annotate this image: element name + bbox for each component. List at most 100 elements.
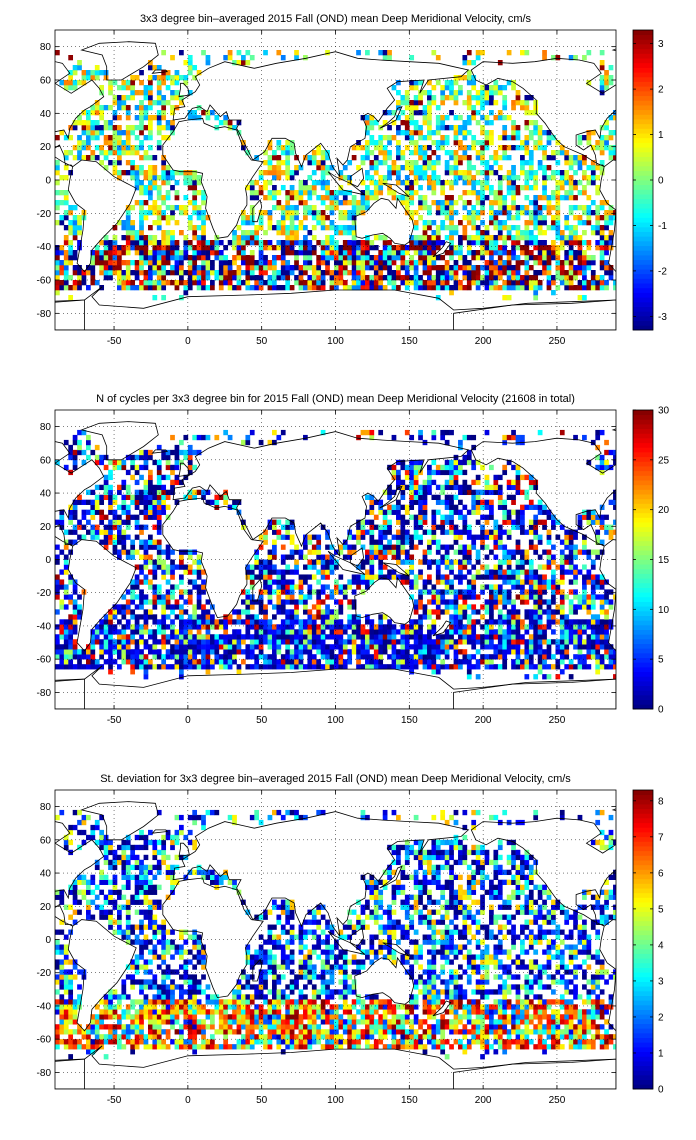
data-cell (484, 564, 490, 570)
data-cell (524, 280, 530, 286)
data-cell (161, 604, 167, 610)
data-cell (316, 544, 322, 550)
data-cell (391, 190, 397, 196)
data-cell (502, 235, 508, 241)
data-cell (125, 654, 131, 660)
data-cell (568, 609, 574, 615)
data-cell (112, 225, 118, 231)
data-cell (187, 245, 193, 251)
data-cell (599, 245, 605, 251)
data-cell (347, 584, 353, 590)
data-cell (378, 275, 384, 281)
data-cell (444, 200, 450, 206)
data-cell (365, 614, 370, 620)
data-cell (289, 659, 295, 665)
data-cell (524, 250, 530, 256)
data-cell (307, 564, 313, 570)
data-cell (427, 609, 432, 615)
data-cell (192, 614, 198, 620)
data-cell (125, 245, 131, 251)
data-cell (365, 170, 370, 176)
data-cell (90, 659, 96, 665)
data-cell (294, 250, 299, 256)
data-cell (55, 170, 60, 176)
data-cell (493, 589, 499, 595)
data-cell (77, 230, 82, 236)
data-cell (139, 230, 144, 236)
data-cell (139, 225, 144, 231)
data-cell (458, 639, 463, 645)
data-cell (285, 210, 291, 216)
data-cell (444, 549, 450, 555)
data-cell (400, 649, 406, 655)
data-cell (520, 554, 525, 560)
data-cell (125, 115, 131, 121)
data-cell (99, 639, 105, 645)
data-cell (365, 175, 370, 181)
data-cell (599, 609, 605, 615)
data-cell (245, 609, 251, 615)
data-cell (139, 280, 144, 286)
data-cell (214, 654, 220, 660)
data-cell (506, 275, 512, 281)
data-cell (497, 584, 503, 590)
data-cell (320, 589, 326, 595)
data-cell (573, 624, 578, 630)
data-cell (121, 659, 127, 665)
data-cell (134, 115, 140, 121)
data-cell (161, 614, 167, 620)
data-cell (152, 649, 158, 655)
data-cell (55, 639, 60, 645)
data-cell (604, 609, 609, 615)
data-cell (462, 265, 468, 271)
data-cell (174, 180, 180, 186)
data-cell (218, 275, 224, 281)
data-cell (595, 275, 601, 281)
data-cell (396, 155, 401, 161)
data-cell (427, 185, 432, 191)
data-cell (489, 255, 494, 261)
data-cell (511, 554, 516, 560)
data-cell (183, 624, 189, 630)
data-cell (373, 659, 379, 665)
data-cell (546, 140, 552, 146)
data-cell (431, 220, 437, 226)
data-cell (559, 609, 565, 615)
data-cell (435, 200, 441, 206)
data-cell (156, 619, 162, 625)
data-cell (187, 180, 193, 186)
data-cell (311, 549, 317, 555)
data-cell (272, 624, 277, 630)
data-cell (582, 629, 587, 635)
data-cell (272, 280, 277, 286)
data-cell (418, 110, 423, 116)
data-cell (356, 644, 361, 650)
data-cell (365, 584, 370, 590)
data-cell (179, 549, 184, 555)
data-cell (121, 649, 127, 655)
data-cell (338, 639, 344, 645)
data-cell (475, 195, 481, 201)
data-cell (165, 240, 171, 246)
data-cell (497, 195, 503, 201)
data-cell (103, 649, 109, 655)
data-cell (444, 95, 450, 101)
data-cell (139, 250, 144, 256)
data-cell (294, 265, 299, 271)
data-cell (524, 245, 530, 251)
data-cell (77, 245, 82, 251)
data-cell (152, 255, 158, 261)
data-cell (449, 125, 454, 131)
data-cell (280, 654, 286, 660)
data-cell (276, 599, 282, 605)
data-cell (422, 145, 428, 151)
data-cell (174, 250, 180, 256)
data-cell (307, 619, 313, 625)
data-cell (192, 579, 198, 585)
data-cell (520, 235, 525, 241)
data-cell (551, 135, 556, 141)
data-cell (599, 145, 605, 151)
data-cell (511, 170, 516, 176)
data-cell (466, 145, 472, 151)
data-cell (112, 644, 118, 650)
